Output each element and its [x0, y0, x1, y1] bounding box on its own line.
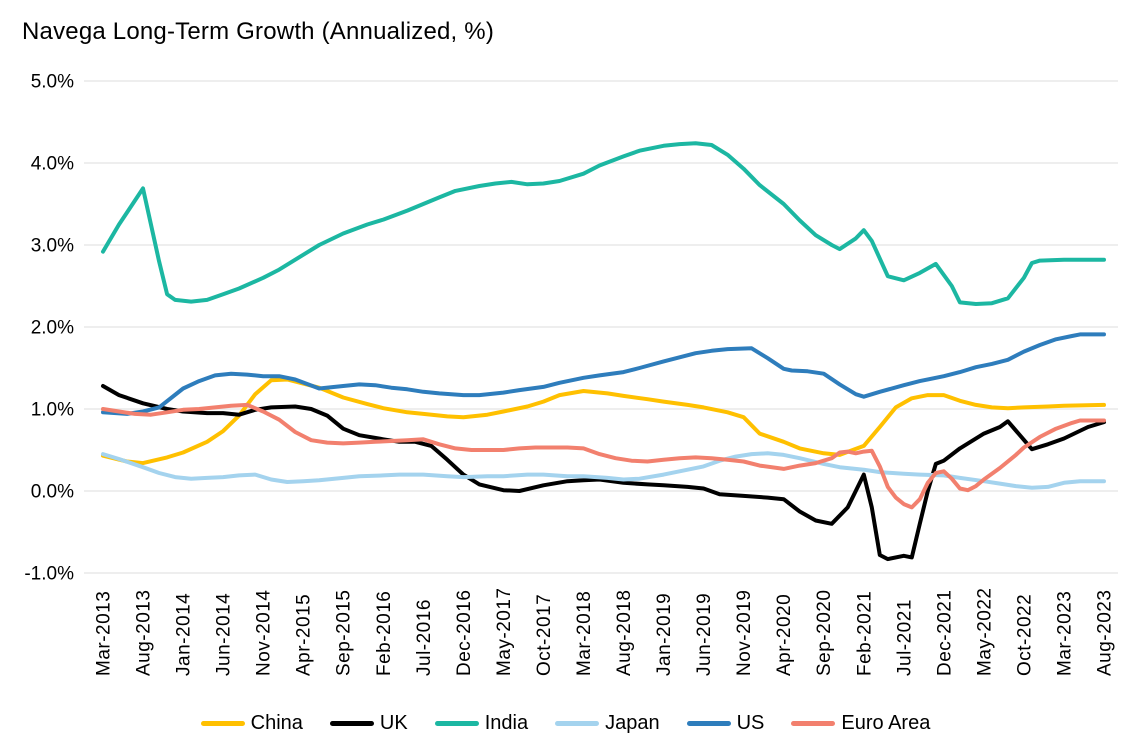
line-chart: 5.0% 4.0% 3.0% 2.0% 1.0% 0.0% -1.0% Mar-2013 Au… — [24, 72, 1118, 677]
y-axis-tick-label: 2.0% — [31, 318, 74, 339]
x-axis-tick-label: May-2022 — [974, 588, 995, 677]
x-axis-tick-label: Jan-2014 — [174, 593, 195, 676]
y-axis-tick-label: 3.0% — [31, 236, 74, 257]
x-axis-tick-label: Sep-2015 — [334, 590, 355, 676]
x-axis-tick-label: Mar-2023 — [1054, 591, 1075, 676]
x-axis-labels: Mar-2013 Aug-2013 Jan-2014 Jun-2014 Nov-2014… — [94, 588, 1116, 677]
x-axis-tick-label: Aug-2018 — [614, 590, 635, 676]
legend-item-euro-area: Euro Area — [791, 712, 930, 735]
y-axis-tick-label: 4.0% — [31, 154, 74, 175]
y-axis-labels: 5.0% 4.0% 3.0% 2.0% 1.0% 0.0% -1.0% — [24, 72, 74, 585]
legend-label: China — [250, 711, 303, 734]
y-axis-tick-label: -1.0% — [24, 564, 74, 585]
chart-title: Navega Long-Term Growth (Annualized, %) — [22, 18, 495, 45]
chart-legend: China UK India Japan US Euro Area — [0, 703, 1131, 743]
x-axis-tick-label: Jul-2016 — [414, 599, 435, 676]
x-axis-tick-label: Jan-2019 — [654, 593, 675, 676]
series-line-china — [101, 377, 1106, 466]
series-line-euro-area — [101, 402, 1106, 510]
x-axis-tick-label: Jul-2021 — [894, 599, 915, 676]
x-axis-tick-label: Dec-2021 — [934, 590, 955, 676]
y-axis-tick-label: 0.0% — [31, 482, 74, 503]
legend-item-uk: UK — [329, 711, 408, 735]
legend-label: India — [484, 711, 529, 734]
series-lines — [101, 141, 1106, 562]
x-axis-tick-label: Aug-2023 — [1095, 590, 1116, 676]
x-axis-tick-label: Nov-2014 — [254, 590, 275, 676]
series-line-india — [101, 141, 1106, 306]
series-line-us — [101, 332, 1106, 416]
legend-item-japan: Japan — [555, 712, 660, 735]
legend-label: Euro Area — [841, 711, 931, 734]
series-line-japan — [101, 451, 1106, 490]
x-axis-tick-label: May-2017 — [494, 588, 515, 677]
x-axis-tick-label: Mar-2018 — [574, 591, 595, 676]
legend-swatch-icon — [329, 720, 374, 726]
gridlines — [84, 80, 1118, 574]
legend-swatch-icon — [200, 720, 245, 726]
x-axis-tick-label: Dec-2016 — [454, 590, 475, 676]
legend-label: UK — [379, 711, 408, 734]
x-axis-tick-label: Apr-2020 — [774, 594, 795, 676]
x-axis-tick-label: Nov-2019 — [734, 590, 755, 676]
legend-item-india: India — [434, 711, 529, 735]
legend-swatch-icon — [434, 720, 479, 726]
x-axis-tick-label: Feb-2016 — [374, 591, 395, 676]
x-axis-tick-label: Apr-2015 — [294, 594, 315, 676]
y-axis-tick-label: 1.0% — [31, 400, 74, 421]
legend-item-china: China — [200, 711, 303, 735]
x-axis-tick-label: Aug-2013 — [134, 590, 155, 676]
legend-swatch-icon — [555, 720, 600, 726]
x-axis-tick-label: Feb-2021 — [854, 591, 875, 676]
legend-label: Japan — [605, 711, 660, 734]
x-axis-tick-label: Oct-2017 — [534, 594, 555, 676]
legend-swatch-icon — [791, 720, 836, 726]
x-axis-tick-label: Sep-2020 — [814, 590, 835, 676]
legend-swatch-icon — [686, 720, 731, 726]
series-line-uk — [101, 384, 1106, 562]
x-axis-tick-label: Jun-2014 — [214, 593, 235, 676]
x-axis-tick-label: Oct-2022 — [1014, 594, 1035, 676]
y-axis-tick-label: 5.0% — [31, 72, 74, 93]
x-axis-tick-label: Jun-2019 — [694, 593, 715, 676]
x-axis-tick-label: Mar-2013 — [94, 591, 115, 676]
legend-item-us: US — [686, 711, 765, 735]
legend-label: US — [736, 711, 765, 734]
